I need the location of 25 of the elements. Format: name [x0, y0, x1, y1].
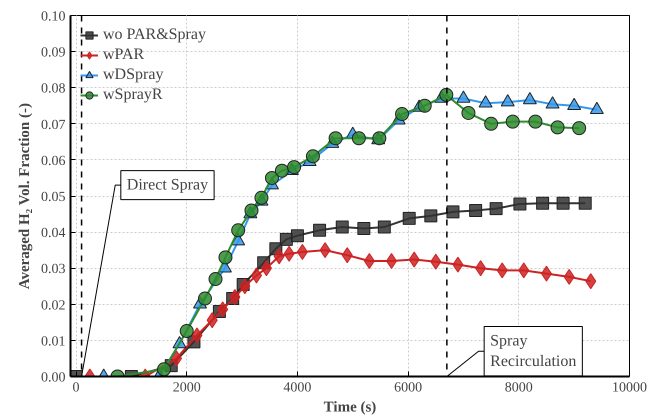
ref-line-label: Direct Spray — [126, 176, 208, 194]
x-axis-title: Time (s) — [324, 400, 376, 416]
legend-label: wSprayR — [103, 86, 163, 104]
y-tick-label: 0.02 — [41, 298, 66, 314]
y-tick-label: 0.10 — [41, 10, 66, 24]
y-tick-label: 0.07 — [41, 118, 66, 133]
x-tick-label: 10000 — [612, 380, 647, 396]
x-tick-label: 4000 — [283, 380, 312, 396]
y-tick-label: 0.06 — [41, 154, 66, 169]
y-tick-label: 0.03 — [41, 262, 66, 278]
x-tick-label: 6000 — [394, 380, 422, 396]
y-axis-title: Averaged H₂ Vol. Fraction (-) — [17, 102, 33, 290]
legend-label: wPAR — [103, 46, 144, 64]
y-tick-label: 0.01 — [41, 334, 66, 350]
legend-label: wo PAR&Spray — [103, 26, 206, 44]
y-tick-label: 0.00 — [41, 370, 66, 386]
legend-label: wDSpray — [103, 66, 164, 84]
y-tick-label: 0.09 — [41, 46, 66, 61]
x-tick-label: 2000 — [172, 380, 201, 396]
y-tick-label: 0.04 — [41, 226, 66, 242]
ref-line-label: Spray Recirculation — [490, 332, 576, 370]
y-tick-label: 0.05 — [41, 190, 66, 205]
y-tick-label: 0.08 — [41, 82, 66, 97]
x-tick-label: 0 — [72, 380, 80, 396]
x-tick-label: 8000 — [504, 380, 533, 396]
